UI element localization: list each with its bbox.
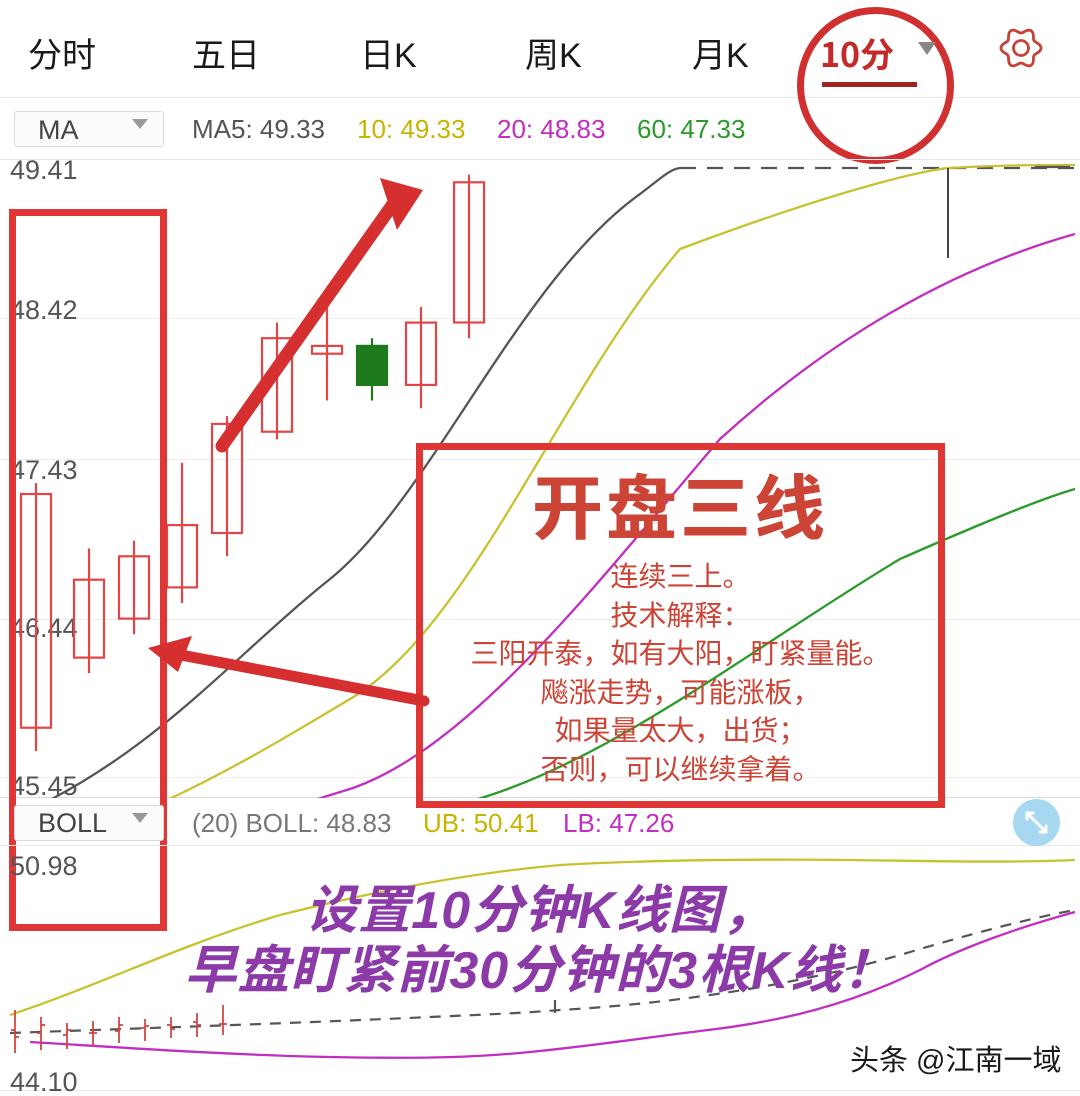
svg-text:49.41: 49.41 — [10, 159, 78, 185]
svg-text:44.10: 44.10 — [10, 1067, 78, 1096]
